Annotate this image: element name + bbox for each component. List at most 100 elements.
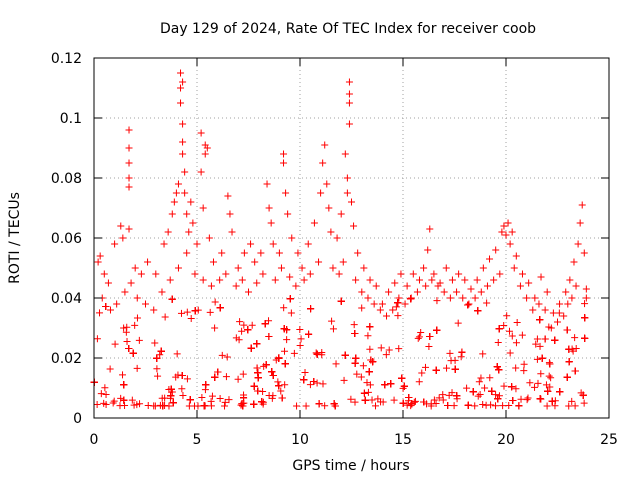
data-point [167, 385, 175, 393]
data-point [216, 304, 224, 312]
data-point [488, 387, 496, 395]
data-point [268, 368, 276, 376]
data-point [185, 228, 193, 236]
data-point [442, 264, 450, 272]
data-point [547, 374, 555, 382]
data-point [400, 382, 408, 390]
data-point [376, 306, 384, 314]
data-point [420, 264, 428, 272]
data-point [568, 397, 576, 405]
data-point [323, 180, 331, 188]
data-point [313, 379, 321, 387]
data-point [351, 398, 359, 406]
data-point [327, 228, 335, 236]
data-point [330, 400, 338, 408]
data-point [284, 210, 292, 218]
data-point [440, 288, 448, 296]
data-point [562, 288, 570, 296]
data-point [174, 264, 182, 272]
data-point [221, 398, 229, 406]
data-point [125, 159, 133, 167]
data-point [341, 150, 349, 158]
data-point [301, 369, 309, 377]
data-point [395, 294, 403, 302]
data-point [572, 282, 580, 290]
data-point [207, 282, 215, 290]
data-point [408, 400, 416, 408]
data-point [333, 234, 341, 242]
data-point [102, 391, 110, 399]
data-point [551, 402, 559, 410]
data-point [508, 383, 516, 391]
data-point [135, 336, 143, 344]
data-point [421, 363, 429, 371]
data-point [104, 279, 112, 287]
x-tick-label: 0 [90, 432, 99, 448]
data-point [479, 264, 487, 272]
data-point [265, 333, 273, 341]
data-point [418, 369, 426, 377]
data-point [581, 334, 589, 342]
data-point [563, 373, 571, 381]
data-point [125, 225, 133, 233]
data-point [515, 402, 523, 410]
y-axis-label: ROTI / TECUs [7, 192, 23, 284]
data-point [313, 350, 321, 358]
data-point [407, 295, 415, 303]
data-point [187, 198, 195, 206]
data-point [509, 396, 517, 404]
data-point [483, 299, 491, 307]
data-point [345, 90, 353, 98]
data-point [179, 78, 187, 86]
data-point [102, 302, 110, 310]
data-point [343, 174, 351, 182]
data-point [542, 381, 550, 389]
data-point [492, 402, 500, 410]
data-point [409, 270, 417, 278]
data-point [430, 270, 438, 278]
data-point [392, 303, 400, 311]
data-point [545, 372, 553, 380]
data-point [125, 344, 133, 352]
data-point [469, 388, 477, 396]
data-point [367, 356, 375, 364]
data-point [164, 228, 172, 236]
data-point [347, 395, 355, 403]
data-point [186, 396, 194, 404]
data-point [504, 219, 512, 227]
data-point [381, 381, 389, 389]
data-point [144, 401, 152, 409]
data-point [100, 399, 108, 407]
data-point [458, 348, 466, 356]
data-point [499, 402, 507, 410]
data-point [250, 400, 258, 408]
data-point [207, 397, 215, 405]
data-point [153, 354, 161, 362]
data-point [506, 240, 514, 248]
x-axis-label: GPS time / hours [292, 458, 409, 474]
data-point [565, 345, 573, 353]
data-point [473, 276, 481, 284]
data-point [471, 294, 479, 302]
data-point [177, 84, 185, 92]
data-point [399, 399, 407, 407]
data-point [341, 351, 349, 359]
data-point [181, 168, 189, 176]
data-point [359, 362, 367, 370]
data-point [240, 321, 248, 329]
data-point [446, 294, 454, 302]
data-point [551, 336, 559, 344]
data-point [541, 335, 549, 343]
grid-layer [94, 58, 609, 418]
data-point [394, 312, 402, 320]
data-point [177, 99, 185, 107]
data-point [123, 338, 131, 346]
data-point [240, 394, 248, 402]
data-point [508, 332, 516, 340]
data-point [433, 297, 441, 305]
data-point [329, 325, 337, 333]
data-point [510, 264, 518, 272]
data-point [110, 397, 118, 405]
data-point [223, 353, 231, 361]
data-point [125, 144, 133, 152]
